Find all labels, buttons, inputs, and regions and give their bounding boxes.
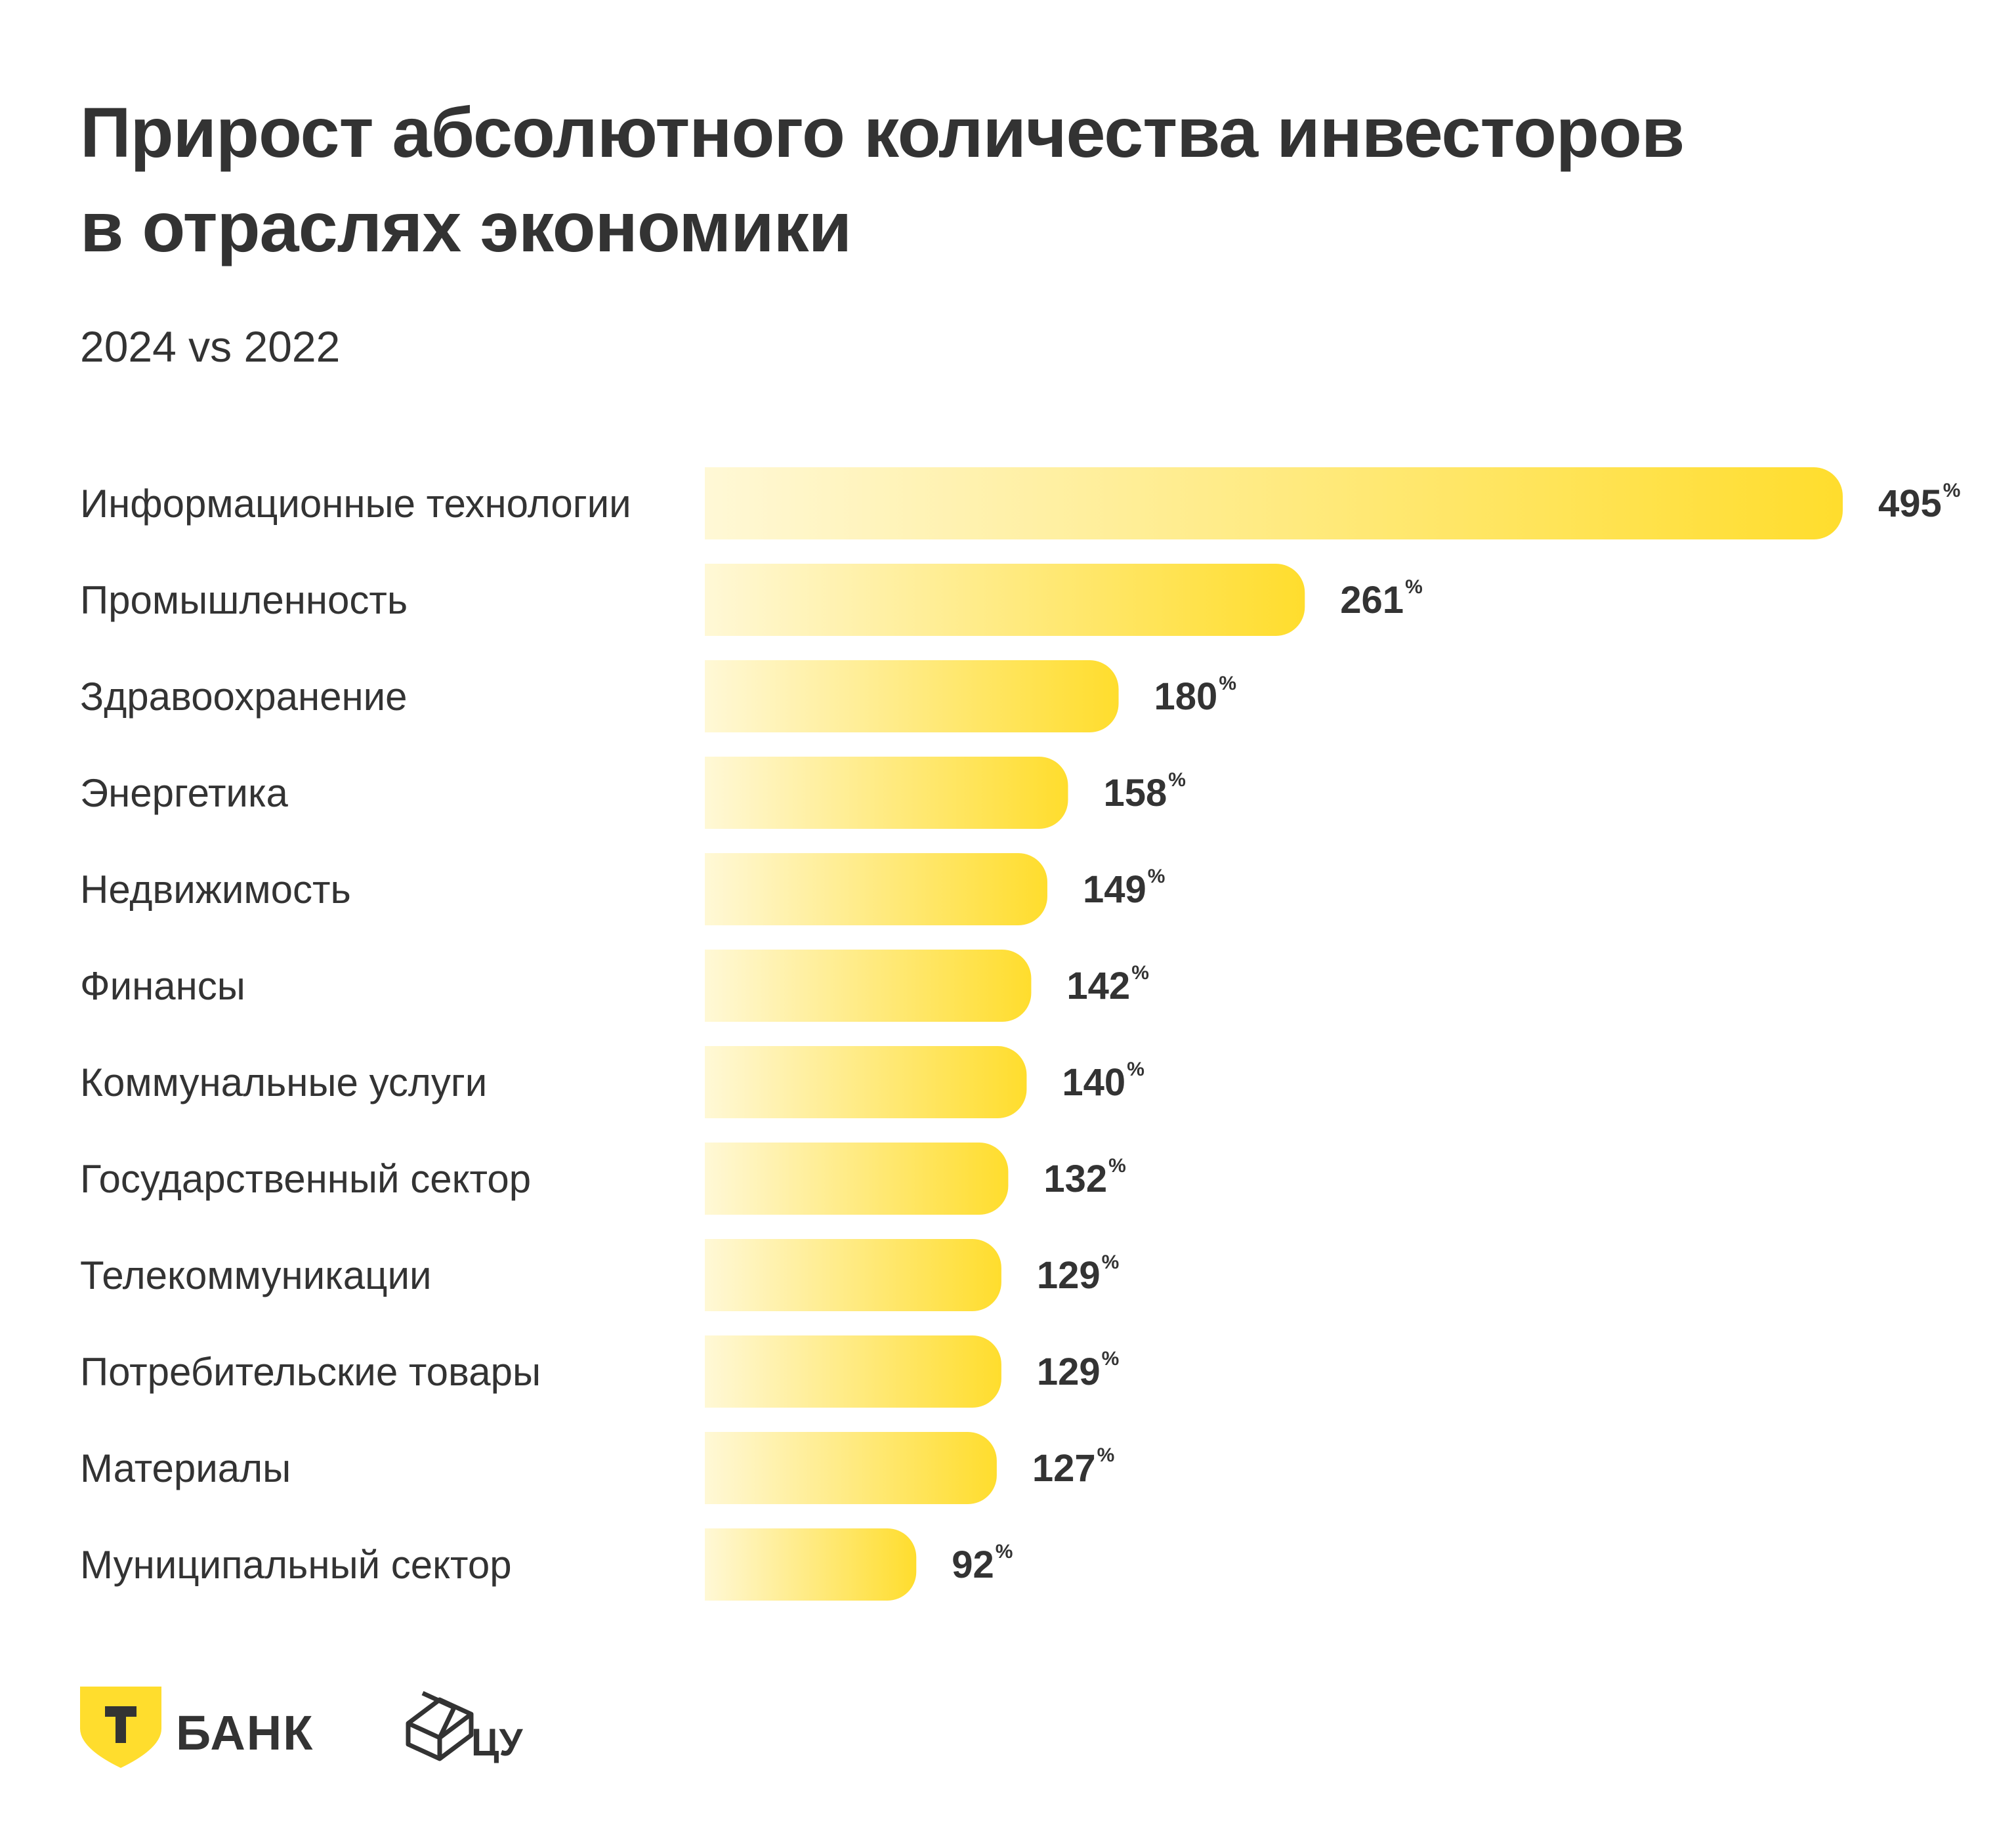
percent-sign: % xyxy=(1127,1059,1144,1080)
value-label: 495% xyxy=(1878,480,1960,525)
percent-sign: % xyxy=(996,1541,1013,1563)
category-label: Телекоммуникации xyxy=(80,1253,432,1297)
percent-sign: % xyxy=(1405,576,1423,598)
value-label: 127% xyxy=(1032,1444,1114,1490)
value-label: 129% xyxy=(1037,1251,1119,1297)
percent-sign: % xyxy=(1168,769,1186,791)
value-label: 140% xyxy=(1062,1059,1144,1104)
category-label: Муниципальный сектор xyxy=(80,1543,512,1587)
cu-name: ЦУ xyxy=(471,1721,523,1764)
category-label: Материалы xyxy=(80,1446,291,1490)
bar xyxy=(705,1432,997,1504)
cu-cube-icon xyxy=(406,1690,474,1761)
percent-sign: % xyxy=(1131,962,1149,984)
value-label: 129% xyxy=(1037,1348,1119,1393)
chart-title-line-2: в отраслях экономики xyxy=(80,187,852,266)
bar xyxy=(705,950,1032,1022)
value-label: 261% xyxy=(1340,576,1422,621)
value-label: 158% xyxy=(1103,769,1185,814)
value-label: 180% xyxy=(1154,673,1236,718)
percent-sign: % xyxy=(1943,480,1961,501)
value-label: 92% xyxy=(952,1541,1013,1586)
bar xyxy=(705,467,1843,539)
percent-sign: % xyxy=(1097,1444,1115,1466)
bar xyxy=(705,660,1119,732)
bank-name: БАНК xyxy=(176,1706,314,1760)
value-label: 142% xyxy=(1066,962,1148,1007)
bar xyxy=(705,1046,1027,1118)
value-label: 149% xyxy=(1083,866,1165,911)
bar xyxy=(705,853,1047,925)
value-label: 132% xyxy=(1043,1155,1125,1200)
percent-sign: % xyxy=(1108,1155,1126,1177)
t-bank-shield-icon xyxy=(80,1687,161,1768)
bar xyxy=(705,1239,1001,1311)
percent-sign: % xyxy=(1148,866,1166,887)
logo-group xyxy=(80,1687,474,1768)
bar xyxy=(705,1335,1001,1408)
category-label: Государственный сектор xyxy=(80,1157,531,1201)
bar xyxy=(705,1528,917,1601)
percent-sign: % xyxy=(1102,1251,1120,1273)
category-label: Потребительские товары xyxy=(80,1350,541,1394)
chart-title-line-1: Прирост абсолютного количества инвесторо… xyxy=(80,93,1685,172)
category-label: Здравоохранение xyxy=(80,675,408,719)
bar xyxy=(705,1143,1009,1215)
category-label: Промышленность xyxy=(80,578,408,622)
percent-sign: % xyxy=(1219,673,1236,694)
category-label: Энергетика xyxy=(80,771,289,815)
category-label: Коммунальные услуги xyxy=(80,1060,487,1104)
bar xyxy=(705,757,1068,829)
chart-title: Прирост абсолютного количества инвесторо… xyxy=(80,85,1685,274)
percent-sign: % xyxy=(1102,1348,1120,1370)
bars-layer: Информационные технологии 495% Промышленно… xyxy=(80,467,1960,1601)
category-label: Недвижимость xyxy=(80,868,351,912)
category-label: Информационные технологии xyxy=(80,482,631,526)
bar xyxy=(705,564,1305,636)
category-label: Финансы xyxy=(80,964,245,1008)
chart-subtitle: 2024 vs 2022 xyxy=(80,322,341,371)
